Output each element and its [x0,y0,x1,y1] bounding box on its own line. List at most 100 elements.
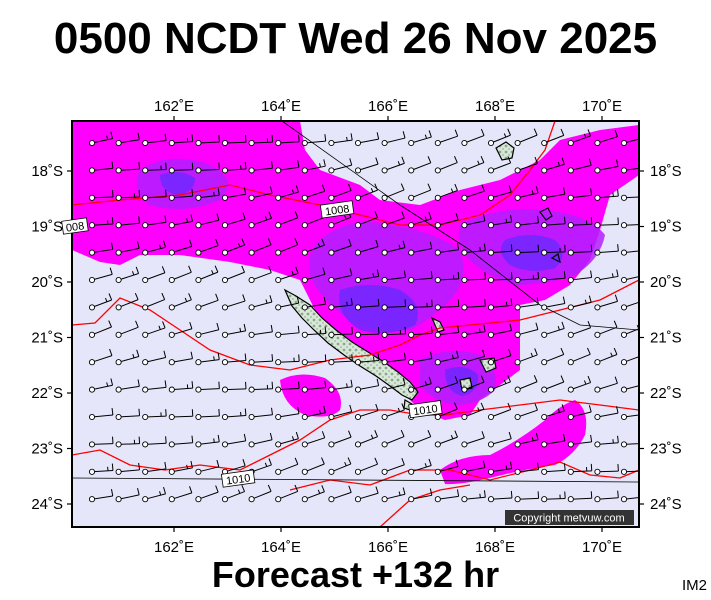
wind-barb [301,380,327,393]
wind-barb [620,410,639,421]
wind-barb [168,351,193,366]
wind-barb [620,468,639,475]
landmasses [283,141,561,411]
wind-barb [275,238,299,256]
wind-barb [567,158,592,174]
wind-barb [594,159,619,174]
wind-barb [168,435,194,448]
wind-barb [514,348,538,366]
wind-barb [248,354,274,366]
wind-barb [381,183,405,201]
isobar-label-box [319,200,355,219]
wind-barb [195,265,219,284]
wind-barb [381,352,406,366]
wind-barb [461,299,486,311]
lon-label-top: 170˚E [582,98,622,115]
wind-barb [487,272,513,284]
wind-barb [142,461,167,475]
wind-barb [594,217,619,229]
lon-label-top: 168˚E [475,98,515,115]
wind-barb [275,484,299,503]
lat-label-right: 21˚S [650,330,682,347]
wind-barb [88,189,114,201]
wind-barb [301,354,327,366]
lat-label-left: 21˚S [31,330,63,347]
isobar-label-box [61,217,89,235]
wind-barb [168,293,192,311]
wind-barb [514,128,538,147]
wind-barb [168,321,193,338]
wind-barb [620,493,639,503]
wind-barb [381,211,405,229]
wind-barb [248,407,273,421]
wind-barb [408,488,433,503]
wind-barb [168,265,192,284]
wind-barb [594,490,619,503]
wind-barb [195,352,220,366]
wind-barb [142,321,166,338]
image-tag: IM2 [682,577,708,594]
wind-barb [567,270,593,284]
wind-barb [88,293,113,311]
wind-barb [88,161,114,174]
wind-barb [115,132,140,147]
wind-barb [275,431,299,448]
wind-barb [461,184,485,201]
wind-barb [567,375,592,393]
wind-barb [301,431,326,448]
wind-barb [408,326,433,338]
wind-barb [514,432,539,448]
wind-barb [88,463,114,475]
wind-barb [248,324,273,338]
wind-barb [381,487,406,503]
wind-barb [221,353,247,366]
wind-barb [88,267,113,284]
wind-barb [195,188,220,201]
wind-barb [328,268,353,284]
isobar-label-box [408,400,443,419]
wind-barb [195,322,220,338]
wind-barb [328,183,352,201]
wind-barb [567,188,593,201]
wind-barb [514,462,539,475]
wind-barb [594,129,618,147]
lat-label-left: 22˚S [31,385,63,402]
wind-barb [487,214,513,229]
wind-barb [567,295,592,311]
wind-barb [487,461,513,475]
wind-barb [434,376,459,393]
isobars [72,121,639,527]
wind-barb [168,189,194,201]
wind-barb [408,351,433,366]
wind-barb [275,266,299,284]
wind-barb [195,409,220,421]
wind-barb [115,379,140,393]
wind-barb [168,460,193,475]
lat-label-right: 19˚S [650,219,682,236]
wind-barb [301,485,325,503]
lat-label-left: 20˚S [31,274,63,291]
wind-barb [514,297,539,311]
wind-barb [594,294,619,311]
wind-barb [88,216,114,229]
wind-barb [514,491,540,503]
isobar-label-box [220,469,256,488]
isobar-label: 1010 [225,472,251,487]
wind-barb [328,133,353,147]
wind-barb [461,128,485,147]
wind-barb [541,404,565,421]
wind-barb [328,326,353,338]
wind-barb [195,485,219,503]
wind-barb [594,435,619,448]
lon-label-bottom: 166˚E [368,539,408,556]
wind-barb [354,430,378,448]
wind-barb [594,347,618,366]
isobar-labels: 1008 008 1010 1010 [61,200,443,488]
wind-barb [381,270,406,284]
lat-label-left: 23˚S [31,441,63,458]
wind-barb [301,457,325,475]
wind-barb [434,350,459,366]
wind-barb [381,458,405,475]
wind-barb [88,408,114,421]
wind-barb [142,162,167,174]
